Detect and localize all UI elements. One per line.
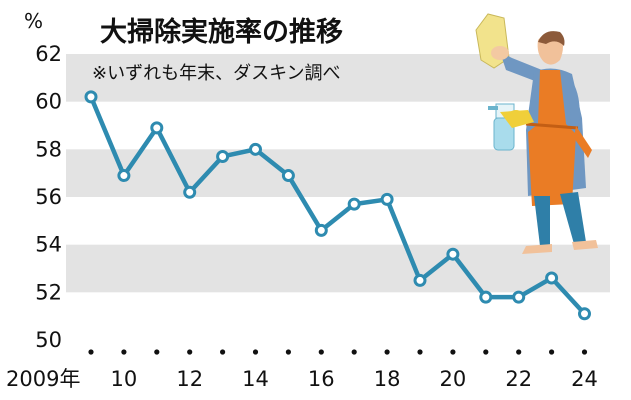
x-tick-dot (483, 349, 489, 355)
data-point (84, 90, 98, 104)
x-tick-label: 12 (176, 367, 203, 391)
x-tick-dot (88, 349, 94, 355)
x-tick-dot (154, 349, 160, 355)
y-tick-label: 58 (35, 137, 62, 161)
y-tick-labels: 62 60 58 56 54 52 50 (35, 42, 62, 352)
x-tick-label: 20 (440, 367, 467, 391)
x-tick-label: 14 (242, 367, 269, 391)
x-tick-label: 18 (374, 367, 401, 391)
x-tick-dot (581, 349, 588, 355)
data-point (512, 290, 526, 304)
x-tick-label: 10 (111, 367, 138, 391)
data-point (249, 142, 262, 156)
x-tick-label: 16 (308, 367, 335, 391)
x-tick-label: 24 (571, 367, 598, 391)
x-tick-dot (450, 349, 456, 355)
x-tick-labels: 2009年 10 12 14 16 18 20 22 24 (6, 367, 598, 391)
data-point (578, 307, 591, 321)
grid-band (66, 244, 610, 293)
y-tick-label: 54 (35, 233, 62, 257)
data-point (216, 149, 230, 163)
data-point (545, 271, 559, 285)
x-tick-dot (384, 349, 390, 355)
x-tick-dot (187, 349, 193, 355)
x-tick-dot (121, 349, 127, 355)
data-point (150, 121, 164, 135)
y-tick-label: 62 (35, 42, 62, 66)
data-point (314, 223, 328, 237)
y-tick-label: 52 (35, 280, 62, 304)
x-tick-label: 2009年 (6, 367, 80, 391)
x-tick-dot (516, 349, 522, 355)
x-tick-dots (88, 349, 588, 355)
data-point (347, 197, 361, 211)
grid-band (66, 149, 610, 197)
data-point (479, 290, 493, 304)
y-tick-label: 56 (35, 185, 62, 209)
x-tick-dot (252, 349, 259, 355)
x-tick-dot (285, 349, 291, 355)
chart-subtitle: ※いずれも年末、ダスキン調べ (92, 63, 341, 84)
y-axis-unit: % (24, 9, 43, 33)
data-point (183, 185, 197, 199)
data-point (281, 169, 295, 183)
x-tick-dot (417, 349, 423, 355)
person-cleaning-icon (475, 13, 598, 254)
data-point (446, 247, 460, 261)
chart-title: 大掃除実施率の推移 (100, 16, 343, 48)
series-line (88, 94, 587, 317)
x-tick-dot (220, 349, 226, 355)
data-point (413, 273, 427, 287)
y-tick-label: 60 (35, 90, 62, 114)
data-points (84, 90, 591, 321)
y-tick-label: 50 (35, 328, 62, 352)
x-tick-dot (318, 349, 324, 355)
grid-bands (66, 54, 610, 293)
x-tick-label: 22 (505, 367, 532, 391)
data-point (117, 169, 131, 183)
x-tick-dot (351, 349, 357, 355)
x-tick-dot (549, 349, 555, 355)
data-point (380, 192, 394, 206)
